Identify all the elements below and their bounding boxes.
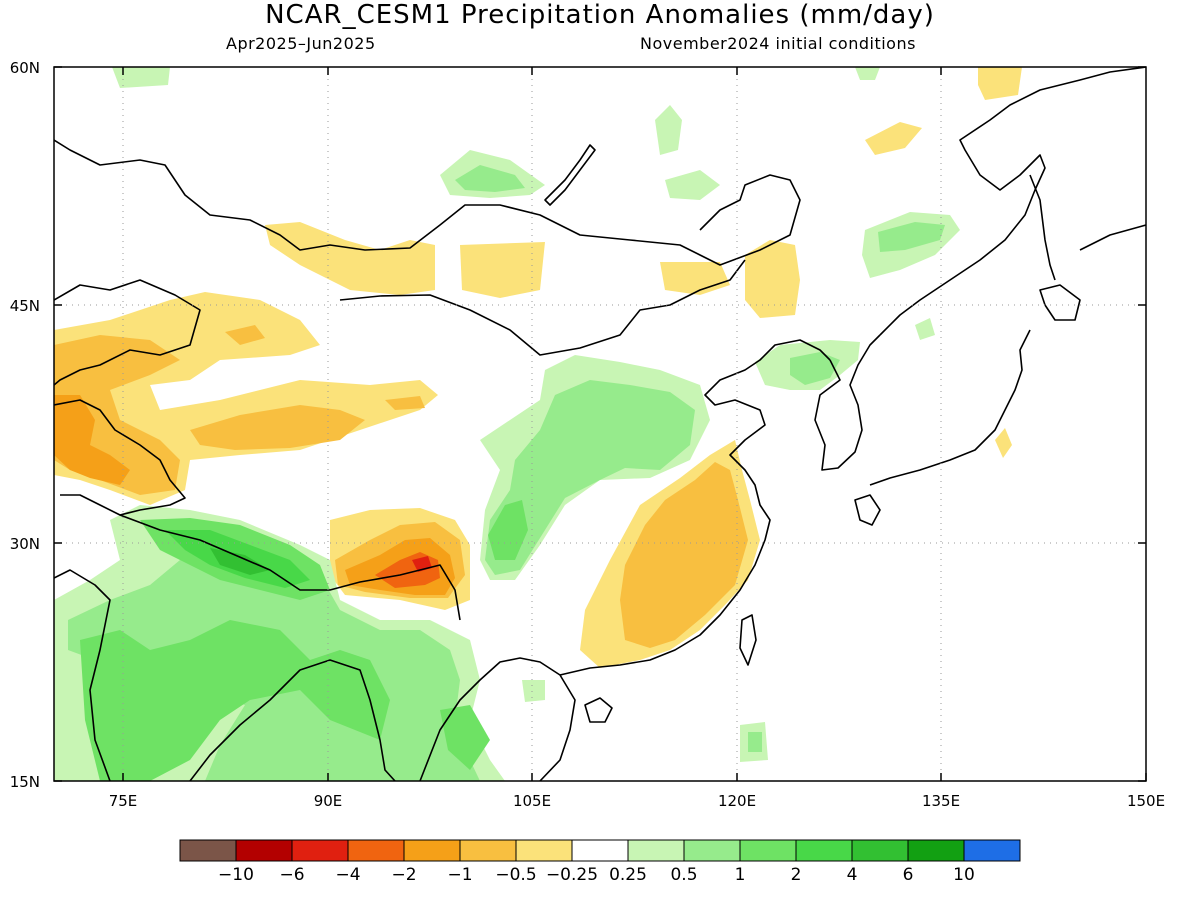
- north-edge-dry-patch: [978, 67, 1022, 100]
- lat-label-15n: 15N: [10, 773, 40, 791]
- taiwan-island: [739, 614, 757, 666]
- axis-ticks: [54, 66, 1147, 782]
- colorbar-swatch: [571, 839, 629, 862]
- hokkaido-island: [1039, 284, 1081, 321]
- lon-label-135e: 135E: [922, 792, 960, 810]
- colorbar-label: 0.25: [609, 865, 647, 885]
- colorbar-swatch: [683, 839, 741, 862]
- north-wet-core: [455, 165, 525, 192]
- colorbar-label: 0.5: [670, 865, 697, 885]
- colorbar-label: 10: [953, 865, 975, 885]
- baikal-lake: [544, 144, 596, 206]
- mongolia-dry-patch-east: [660, 262, 730, 295]
- korea-peninsula: [814, 334, 881, 471]
- colorbar-swatch: [291, 839, 349, 862]
- colorbar-swatch: [459, 839, 517, 862]
- mongolia-dry-patch-west: [265, 222, 435, 295]
- himalaya-wet-core: [210, 548, 270, 575]
- sakhalin-island: [1029, 174, 1056, 281]
- colorbar-swatch: [907, 839, 965, 862]
- india-east-wet-core: [80, 620, 390, 781]
- colorbar-label: 2: [791, 865, 802, 885]
- hokkaido-wet-fleck: [915, 318, 935, 340]
- map-frame: [53, 66, 1147, 782]
- india-west-coast: [54, 569, 111, 781]
- himalaya-wet-core-spot: [210, 548, 270, 575]
- sichuan-wet-core: [488, 500, 528, 560]
- southwest-china-wet-lobe: [485, 380, 695, 575]
- colorbar-swatch: [795, 839, 853, 862]
- pamir-dry-core: [54, 395, 130, 485]
- lon-label-90e: 90E: [314, 792, 343, 810]
- indochina-coast: [419, 657, 576, 781]
- okhotsk-wet-fleck: [855, 67, 880, 80]
- colorbar-label: −1: [447, 865, 472, 885]
- lat-label-45n: 45N: [10, 297, 40, 315]
- japan-dry-patch: [995, 428, 1012, 458]
- colorbar-swatch: [963, 839, 1021, 862]
- colorbar-label: −2: [391, 865, 416, 885]
- mongolia-china-border: [339, 259, 746, 356]
- colorbar-swatch: [739, 839, 797, 862]
- china-south-coast: [559, 339, 831, 676]
- lat-label-60n: 60N: [10, 59, 40, 77]
- lon-label-120e: 120E: [718, 792, 756, 810]
- period-subtitle: Apr2025–Jun2025: [226, 34, 376, 53]
- siberia-wet-patch-east: [665, 170, 720, 200]
- coastlines-and-borders: [54, 67, 1146, 781]
- anomaly-layer: [54, 67, 1022, 781]
- chart-title: NCAR_CESM1 Precipitation Anomalies (mm/d…: [265, 0, 935, 30]
- colorbar-label: −10: [218, 865, 254, 885]
- okhotsk-dry-patch: [865, 122, 922, 155]
- central-asia-border: [54, 279, 201, 386]
- tarim-dry-fleck: [385, 396, 425, 410]
- colorbar-label: −6: [279, 865, 304, 885]
- colorbar-label: −0.25: [546, 865, 598, 885]
- northwest-wet-fleck: [112, 67, 170, 88]
- lon-label-75e: 75E: [109, 792, 138, 810]
- tarim-dry-band: [190, 405, 365, 450]
- japan-kyushu: [854, 494, 881, 526]
- dzungaria-dry-fleck: [225, 325, 265, 345]
- colorbar-swatch: [627, 839, 685, 862]
- colorbar-swatch: [403, 839, 461, 862]
- colorbar-swatch: [851, 839, 909, 862]
- japan-honshu: [869, 329, 1031, 486]
- lat-label-30n: 30N: [10, 535, 40, 553]
- siberia-wet-patch: [655, 105, 682, 155]
- mongolia-dry-patch-mid: [460, 242, 545, 298]
- lon-label-150e: 150E: [1127, 792, 1165, 810]
- manchuria-dry-patch: [745, 240, 800, 318]
- lon-label-105e: 105E: [513, 792, 551, 810]
- colorbar-swatch: [347, 839, 405, 862]
- colorbar-swatch: [515, 839, 573, 862]
- afghan-pak-border: [54, 399, 186, 516]
- colorbar-label: 1: [735, 865, 746, 885]
- colorbar: −10 −6 −4 −2 −1 −0.5 −0.25 0.25 0.5 1 2 4 6 10: [179, 839, 1021, 885]
- init-conditions-subtitle: November2024 initial conditions: [640, 34, 916, 53]
- kazakh-russia-border: [54, 139, 801, 266]
- russia-east-coast: [879, 67, 1146, 336]
- northeast-wet-core: [878, 222, 945, 252]
- colorbar-swatch: [179, 839, 237, 862]
- south-wet-fleck: [522, 680, 545, 702]
- colorbar-swatch: [235, 839, 293, 862]
- taiwan-wet-core: [748, 732, 762, 752]
- himalaya-border: [119, 514, 461, 621]
- hainan-island: [584, 697, 613, 723]
- colorbar-label: 4: [847, 865, 858, 885]
- colorbar-label: −4: [335, 865, 360, 885]
- kamchatka-edge: [1079, 224, 1146, 251]
- burma-wet-core: [440, 705, 490, 770]
- colorbar-label: 6: [903, 865, 914, 885]
- colorbar-label: −0.5: [495, 865, 536, 885]
- korea-wet-core: [790, 352, 840, 385]
- southeast-china-dry-region: [620, 462, 748, 648]
- bangladesh-coast: [189, 659, 396, 781]
- gridlines: [54, 67, 1146, 781]
